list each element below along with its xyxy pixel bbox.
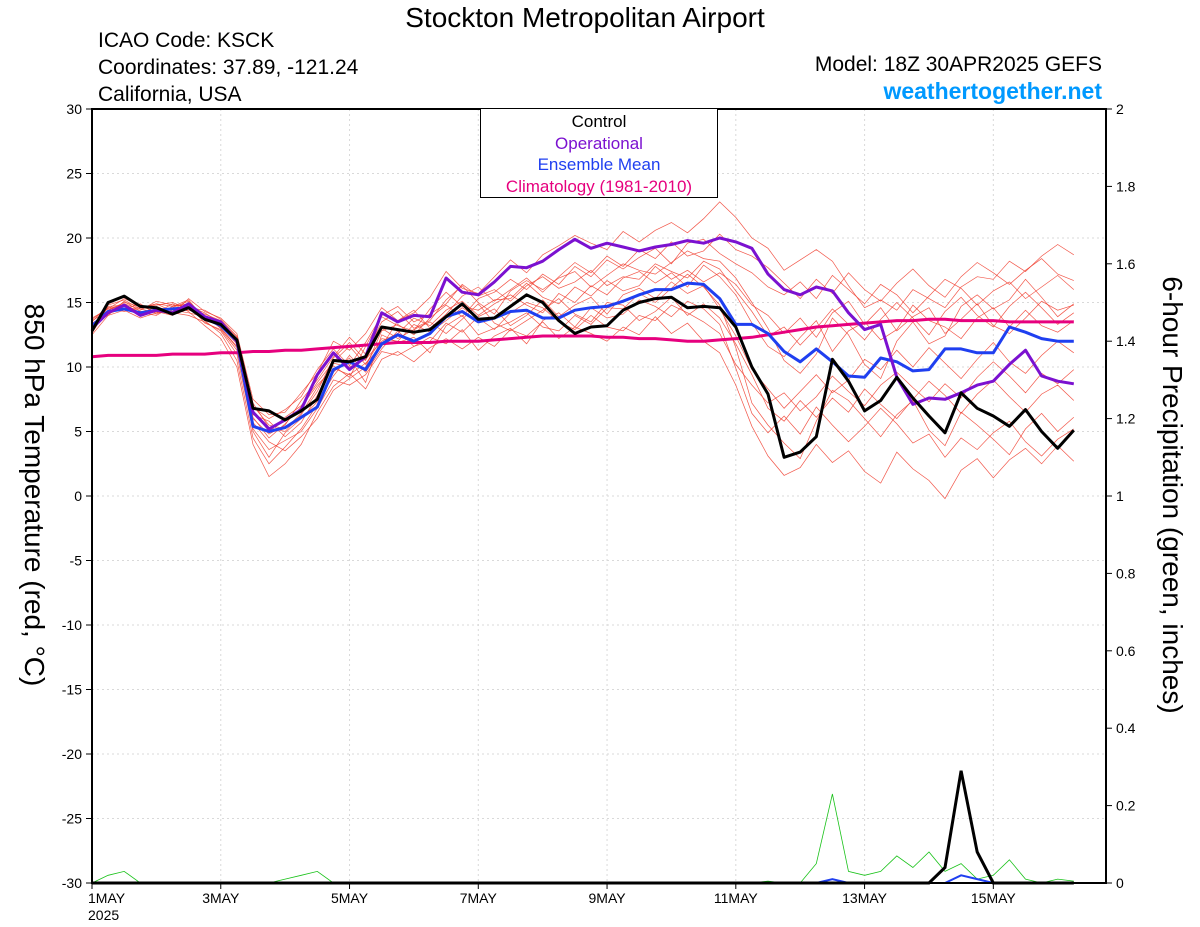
- y-axis-label-right: 6-hour Precipitation (green, inches): [1157, 276, 1188, 714]
- y2-tick-label: 0.8: [1116, 565, 1136, 581]
- x-tick-label: 3MAY: [202, 890, 240, 906]
- precip-members-line: [91, 793, 1074, 884]
- coordinates: Coordinates: 37.89, -121.24: [98, 56, 359, 79]
- y-tick-label: 10: [66, 359, 82, 375]
- y-tick-label: 30: [66, 101, 82, 117]
- x-tick-label: 13MAY: [842, 890, 888, 906]
- x-tick-label: 7MAY: [460, 890, 498, 906]
- ensemble-mean-line: [91, 281, 1074, 433]
- y2-tick-label: 1.2: [1116, 411, 1136, 427]
- y-tick-label: 5: [74, 424, 82, 440]
- y2-tick-label: 1.6: [1116, 256, 1136, 272]
- x-tick-label: 1MAY: [88, 890, 126, 906]
- x-tick-label: 15MAY: [971, 890, 1017, 906]
- y-tick-label: -15: [62, 682, 82, 698]
- legend: Control Operational Ensemble Mean Climat…: [480, 108, 718, 198]
- y2-tick-label: 1.8: [1116, 178, 1136, 194]
- model-run: Model: 18Z 30APR2025 GEFS: [814, 53, 1102, 76]
- x-tick-sublabel: 2025: [88, 907, 119, 923]
- member-line: [91, 281, 1075, 458]
- y2-tick-label: 0: [1116, 875, 1124, 891]
- climatology-line: [91, 317, 1074, 359]
- site-link[interactable]: weathertogether.net: [883, 78, 1102, 104]
- y2-tick-label: 1: [1116, 488, 1124, 504]
- x-tick-label: 9MAY: [589, 890, 627, 906]
- y2-tick-label: 1.4: [1116, 333, 1136, 349]
- y2-tick-label: 0.2: [1116, 798, 1136, 814]
- y-tick-label: -10: [62, 617, 82, 633]
- control-line: [90, 293, 1075, 459]
- member-line: [91, 303, 1075, 500]
- legend-climatology: Climatology (1981-2010): [505, 176, 693, 196]
- member-line: [91, 299, 1074, 458]
- chart-title: Stockton Metropolitan Airport: [405, 2, 765, 33]
- precip-control-line: [92, 770, 1074, 885]
- y-tick-label: -30: [62, 875, 82, 891]
- y2-tick-label: 0.4: [1116, 720, 1136, 736]
- legend-operational: Operational: [555, 133, 643, 153]
- y-tick-label: 0: [74, 488, 82, 504]
- icao-code: ICAO Code: KSCK: [98, 29, 275, 52]
- y-tick-label: 15: [66, 295, 82, 311]
- y-tick-label: 20: [66, 230, 82, 246]
- region: California, USA: [98, 83, 242, 106]
- member-line: [91, 233, 1074, 439]
- y-tick-label: -25: [62, 811, 82, 827]
- legend-ensemble-mean: Ensemble Mean: [537, 155, 661, 174]
- y-axis-label-left: 850 hPa Temperature (red, °C): [19, 303, 50, 687]
- x-tick-label: 11MAY: [714, 890, 758, 906]
- member-line: [91, 201, 1074, 416]
- y2-tick-label: 0.6: [1116, 643, 1136, 659]
- y-tick-label: -5: [70, 553, 83, 569]
- y-tick-label: 25: [66, 166, 82, 182]
- operational-line: [90, 236, 1075, 431]
- x-tick-label: 5MAY: [331, 890, 369, 906]
- y2-tick-label: 2: [1116, 101, 1124, 117]
- legend-control: Control: [571, 112, 627, 131]
- y-tick-label: -20: [62, 746, 82, 762]
